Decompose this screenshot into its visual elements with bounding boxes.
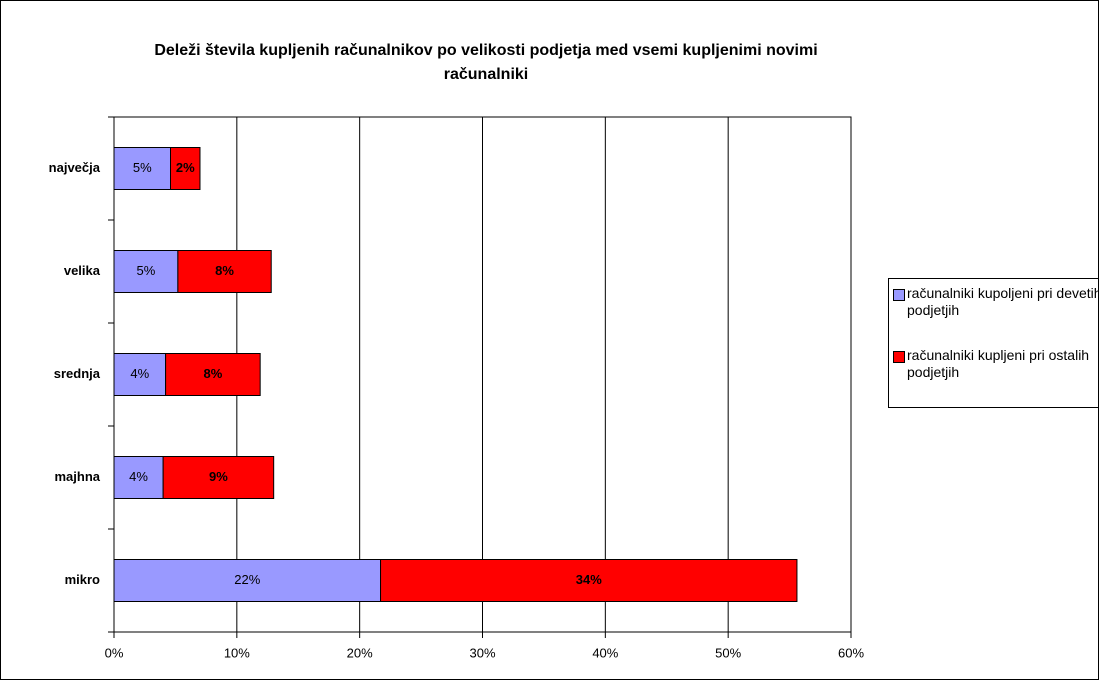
legend-label: računalniki kupoljeni pri devetih podjet…: [907, 285, 1099, 318]
value-label: 5%: [133, 160, 152, 175]
x-tick-label: 0%: [105, 645, 124, 660]
bar-segment: [162, 456, 275, 499]
chart-title: Deleži števila kupljenih računalnikov po…: [154, 42, 818, 83]
x-tick-label: 30%: [469, 645, 495, 660]
legend-item: računalniki kupoljeni pri devetih podjet…: [893, 285, 1099, 319]
x-tick-label: 20%: [347, 645, 373, 660]
bar-segment: [113, 559, 382, 602]
value-label: 5%: [137, 263, 156, 278]
y-tick-label: največja: [49, 160, 101, 175]
legend-swatch: [893, 289, 905, 301]
x-tick-label: 50%: [715, 645, 741, 660]
y-tick-label: srednja: [54, 366, 101, 381]
value-label: 22%: [234, 572, 260, 587]
x-tick-label: 60%: [838, 645, 864, 660]
value-label: 9%: [209, 469, 228, 484]
legend: računalniki kupoljeni pri devetih podjet…: [888, 278, 1099, 408]
bar-segment: [113, 456, 164, 499]
legend-label: računalniki kupljeni pri ostalih podjetj…: [907, 347, 1090, 380]
value-label: 2%: [176, 160, 195, 175]
x-tick-label: 40%: [592, 645, 618, 660]
value-label: 8%: [215, 263, 234, 278]
bar-segment: [113, 147, 172, 190]
bar-segment: [165, 353, 261, 396]
legend-swatch: [893, 351, 905, 363]
legend-item: računalniki kupljeni pri ostalih podjetj…: [893, 347, 1098, 381]
bar-segment: [177, 250, 272, 293]
x-tick-label: 10%: [224, 645, 250, 660]
value-label: 4%: [129, 469, 148, 484]
value-label: 4%: [130, 366, 149, 381]
bar-segment: [170, 147, 201, 190]
y-tick-label: velika: [64, 263, 101, 278]
y-tick-label: mikro: [65, 572, 100, 587]
value-label: 8%: [203, 366, 222, 381]
bar-segment: [113, 250, 179, 293]
bar-segment: [380, 559, 798, 602]
y-tick-label: majhna: [54, 469, 100, 484]
value-label: 34%: [576, 572, 602, 587]
